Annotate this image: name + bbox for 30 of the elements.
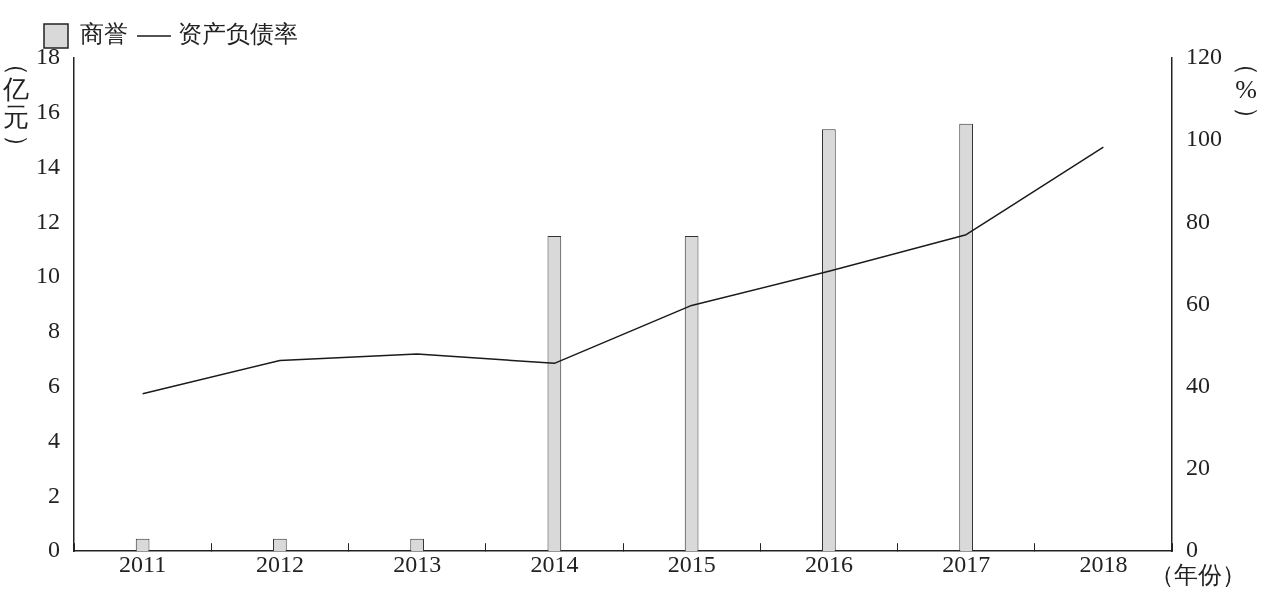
y-tick-label: 4 — [48, 426, 60, 453]
y-tick-label: 12 — [36, 207, 60, 234]
x-tick-label: 2012 — [255, 550, 304, 577]
y-tick-label: 0 — [48, 536, 60, 563]
y2-tick-label: 100 — [1186, 125, 1222, 152]
x-tick-label: 2011 — [119, 550, 167, 577]
y2-tick-label: 40 — [1186, 372, 1210, 399]
y2-tick-label: 80 — [1186, 207, 1210, 234]
y-tick-label: 8 — [48, 317, 60, 344]
x-tick-label: 2013 — [393, 550, 442, 577]
x-axis-title: （年份） — [1150, 562, 1246, 589]
y-tick-label: 18 — [36, 43, 60, 70]
y-tick-label: 2 — [48, 481, 60, 508]
x-tick-label: 2016 — [804, 550, 853, 577]
y2-tick-label: 120 — [1186, 43, 1222, 70]
x-tick-label: 2018 — [1079, 550, 1128, 577]
y-tick-label: 6 — [48, 372, 60, 399]
y2-tick-label: 0 — [1186, 536, 1198, 563]
x-tick-label: 2015 — [667, 550, 716, 577]
y2-tick-label: 20 — [1186, 454, 1210, 481]
y2-axis-title: （%） — [1233, 50, 1262, 132]
legend-label: 资产负债率 — [178, 21, 298, 48]
y-axis-title: （亿元） — [2, 50, 33, 160]
y2-tick-label: 60 — [1186, 289, 1210, 316]
x-tick-label: 2014 — [530, 550, 579, 577]
y-tick-label: 10 — [36, 262, 60, 289]
x-tick-label: 2017 — [942, 550, 991, 577]
y-tick-label: 16 — [36, 98, 60, 125]
legend-label: 商誉 — [80, 21, 128, 48]
y-tick-label: 14 — [36, 152, 60, 179]
